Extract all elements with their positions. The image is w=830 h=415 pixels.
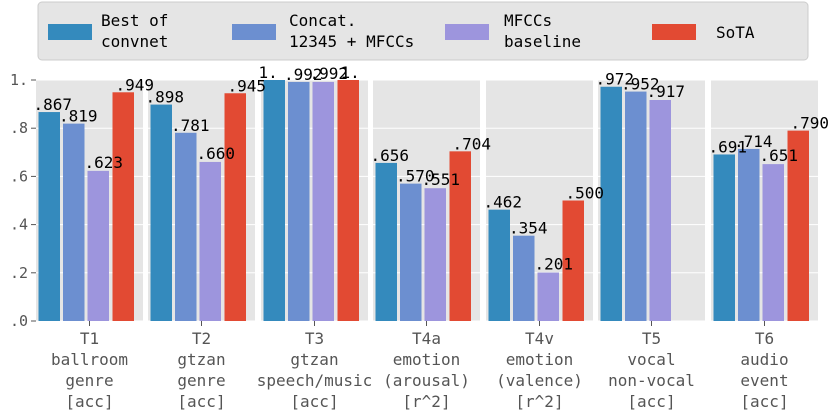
category-label: T2 gtzan genre [acc]: [177, 329, 225, 411]
bar: [224, 93, 246, 321]
data-label: .917: [647, 82, 686, 101]
y-axis: .0 .2 .4 .6 .8 1.: [10, 71, 36, 330]
data-label: .972: [596, 70, 635, 89]
category-label: T5 vocal non-vocal [acc]: [608, 329, 695, 411]
category-label: T4v emotion (valence) [r^2]: [496, 329, 583, 411]
bar: [312, 81, 334, 321]
data-label: .651: [760, 146, 799, 165]
legend: Best of convnet Concat. 12345 + MFCCs MFCCs b…: [37, 1, 809, 61]
y-tick-label: 1.: [10, 71, 28, 89]
category-label: T1 ballroom genre [acc]: [51, 329, 128, 411]
bar: [38, 112, 60, 321]
data-label: .952: [621, 75, 660, 94]
bars: [38, 80, 809, 322]
legend-entry: Concat. 12345 + MFCCs: [289, 11, 414, 51]
bar: [787, 130, 809, 321]
category-label: T4a emotion (arousal) [r^2]: [383, 329, 470, 411]
bar: [513, 235, 535, 321]
bar: [488, 209, 510, 321]
data-label: .898: [146, 88, 185, 107]
category-label: T6 audio event [acc]: [740, 329, 788, 411]
bar: [562, 200, 584, 321]
data-label: .660: [197, 144, 236, 163]
data-label: .462: [484, 193, 523, 212]
bar: [449, 151, 471, 321]
data-label: .945: [228, 76, 267, 95]
bar: [175, 132, 197, 321]
data-labels: .867 .898 1. .656 .462 .972 .691 .819 .781 .992 .5…: [34, 63, 830, 274]
data-label: .949: [116, 75, 155, 94]
data-label: .570: [396, 167, 435, 186]
data-label: .714: [734, 132, 773, 151]
bar: [424, 188, 446, 321]
bar: [537, 272, 559, 321]
bar: [375, 162, 397, 321]
data-label: .656: [371, 146, 410, 165]
data-label: 1.: [259, 63, 278, 82]
bar: [400, 183, 422, 321]
y-tick-label: .2: [10, 264, 28, 282]
legend-entry: Best of convnet: [101, 11, 168, 51]
bar: [762, 164, 784, 321]
bar: [600, 86, 622, 321]
bar: [649, 100, 671, 322]
legend-swatch: [232, 24, 276, 40]
legend-entry: SoTA: [716, 23, 755, 42]
data-label: .819: [59, 107, 98, 126]
data-label: .500: [566, 184, 605, 203]
bar: [738, 148, 760, 321]
legend-swatch: [48, 24, 92, 40]
x-axis-category-labels: T1 ballroom genre [acc] T2 gtzan genre [acc] T3 g…: [51, 321, 789, 411]
data-label: .781: [171, 116, 210, 135]
bar: [713, 154, 735, 321]
bar: [263, 80, 285, 321]
data-label: .704: [453, 134, 492, 153]
data-label: .992: [310, 64, 349, 83]
data-label: 1.: [341, 63, 360, 82]
bar: [112, 92, 134, 321]
y-tick-label: .0: [10, 312, 28, 330]
bar: [625, 91, 647, 322]
bar: [63, 123, 85, 321]
legend-entry: MFCCs baseline: [504, 11, 581, 51]
bar: [87, 170, 109, 321]
data-label: .623: [85, 153, 124, 172]
data-label: .691: [709, 137, 748, 156]
legend-swatch: [445, 24, 489, 40]
data-label: .992: [284, 65, 323, 84]
data-label: .867: [34, 95, 73, 114]
y-tick-label: .6: [10, 167, 28, 185]
bar: [337, 80, 359, 321]
bar: [199, 161, 221, 321]
data-label: .354: [509, 219, 548, 238]
legend-swatch: [652, 24, 696, 40]
bar: [288, 81, 310, 321]
legend-box: [37, 1, 809, 61]
y-tick-label: .4: [10, 216, 28, 234]
data-label: .201: [535, 255, 574, 274]
bar: [150, 104, 172, 321]
y-tick-label: .8: [10, 119, 28, 137]
category-label: T3 gtzan speech/music [acc]: [257, 329, 373, 411]
data-label: .790: [791, 114, 830, 133]
data-label: .551: [422, 170, 461, 189]
